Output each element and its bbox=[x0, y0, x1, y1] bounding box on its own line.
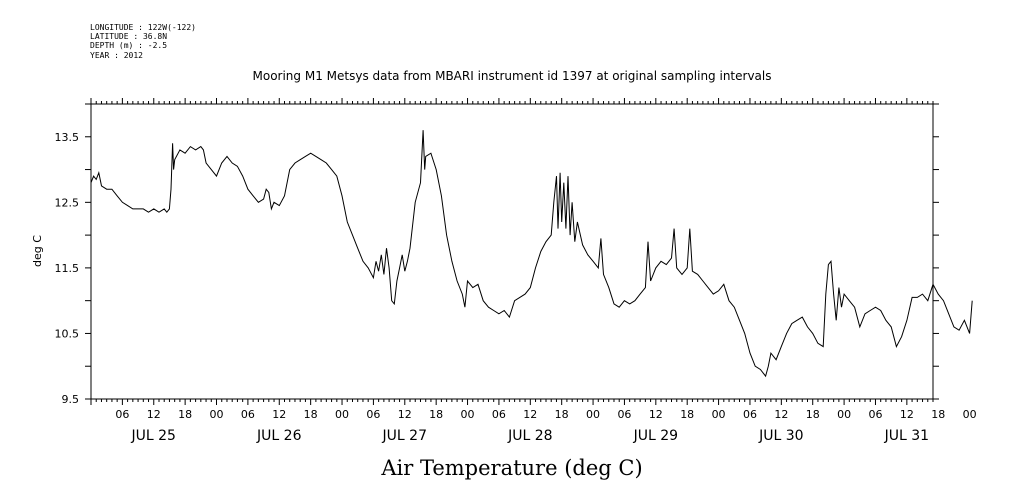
x-day-label: JUL 28 bbox=[507, 428, 552, 444]
x-hour-label: 12 bbox=[523, 408, 537, 421]
x-hour-label: 18 bbox=[555, 408, 569, 421]
plot-frame bbox=[90, 103, 934, 400]
x-hour-label: 06 bbox=[617, 408, 631, 421]
x-hour-label: 00 bbox=[712, 408, 726, 421]
x-hour-label: 12 bbox=[900, 408, 914, 421]
x-hour-label: 12 bbox=[649, 408, 663, 421]
x-day-label: JUL 25 bbox=[131, 428, 176, 444]
x-day-label: JUL 29 bbox=[633, 428, 678, 444]
x-hour-label: 06 bbox=[241, 408, 255, 421]
x-day-label: JUL 30 bbox=[758, 428, 803, 444]
x-hour-label: 06 bbox=[115, 408, 129, 421]
x-hour-label: 06 bbox=[868, 408, 882, 421]
y-axis-label: deg C bbox=[31, 235, 44, 267]
series-line bbox=[90, 130, 973, 378]
year-text: YEAR : 2012 bbox=[90, 51, 143, 60]
x-hour-label: 06 bbox=[492, 408, 506, 421]
x-hour-label: 00 bbox=[586, 408, 600, 421]
x-day-label: JUL 27 bbox=[382, 428, 427, 444]
x-hour-label: 00 bbox=[963, 408, 977, 421]
x-axis-title: Air Temperature (deg C) bbox=[380, 456, 642, 480]
latitude-text: LATITUDE : 36.8N bbox=[90, 32, 167, 41]
x-hour-label: 18 bbox=[931, 408, 945, 421]
x-hour-label: 00 bbox=[837, 408, 851, 421]
y-tick-label: 9.5 bbox=[62, 393, 80, 406]
x-hour-label: 12 bbox=[272, 408, 286, 421]
y-tick-label: 10.5 bbox=[55, 327, 80, 340]
x-hour-label: 00 bbox=[461, 408, 475, 421]
y-tick-label: 13.5 bbox=[55, 131, 80, 144]
y-axis: 9.5 10.5 11.5 12.5 13.5 bbox=[55, 103, 939, 406]
x-hour-label: 06 bbox=[366, 408, 380, 421]
x-hour-label: 12 bbox=[398, 408, 412, 421]
x-hour-label: 18 bbox=[429, 408, 443, 421]
x-hour-label: 12 bbox=[774, 408, 788, 421]
x-day-label: JUL 31 bbox=[884, 428, 929, 444]
x-hour-label: 18 bbox=[304, 408, 318, 421]
depth-text: DEPTH (m) : -2.5 bbox=[90, 41, 167, 50]
longitude-text: LONGITUDE : 122W(-122) bbox=[90, 23, 196, 32]
chart-title: Mooring M1 Metsys data from MBARI instru… bbox=[253, 69, 772, 83]
y-tick-label: 12.5 bbox=[55, 196, 80, 209]
x-hour-label: 00 bbox=[335, 408, 349, 421]
x-hour-label: 18 bbox=[178, 408, 192, 421]
x-hour-label: 00 bbox=[210, 408, 224, 421]
x-axis: 06 12 18 00 06 12 18 00 06 12 18 00 06 12 18 00 06 12 18 00… bbox=[90, 98, 977, 444]
y-tick-label: 11.5 bbox=[55, 262, 80, 275]
series-group bbox=[90, 130, 973, 378]
x-hour-label: 18 bbox=[680, 408, 694, 421]
metadata-block: LONGITUDE : 122W(-122) LATITUDE : 36.8N … bbox=[90, 23, 196, 60]
x-day-label: JUL 26 bbox=[256, 428, 302, 444]
x-hour-label: 18 bbox=[806, 408, 820, 421]
x-hour-label: 06 bbox=[743, 408, 757, 421]
x-hour-label: 12 bbox=[147, 408, 161, 421]
